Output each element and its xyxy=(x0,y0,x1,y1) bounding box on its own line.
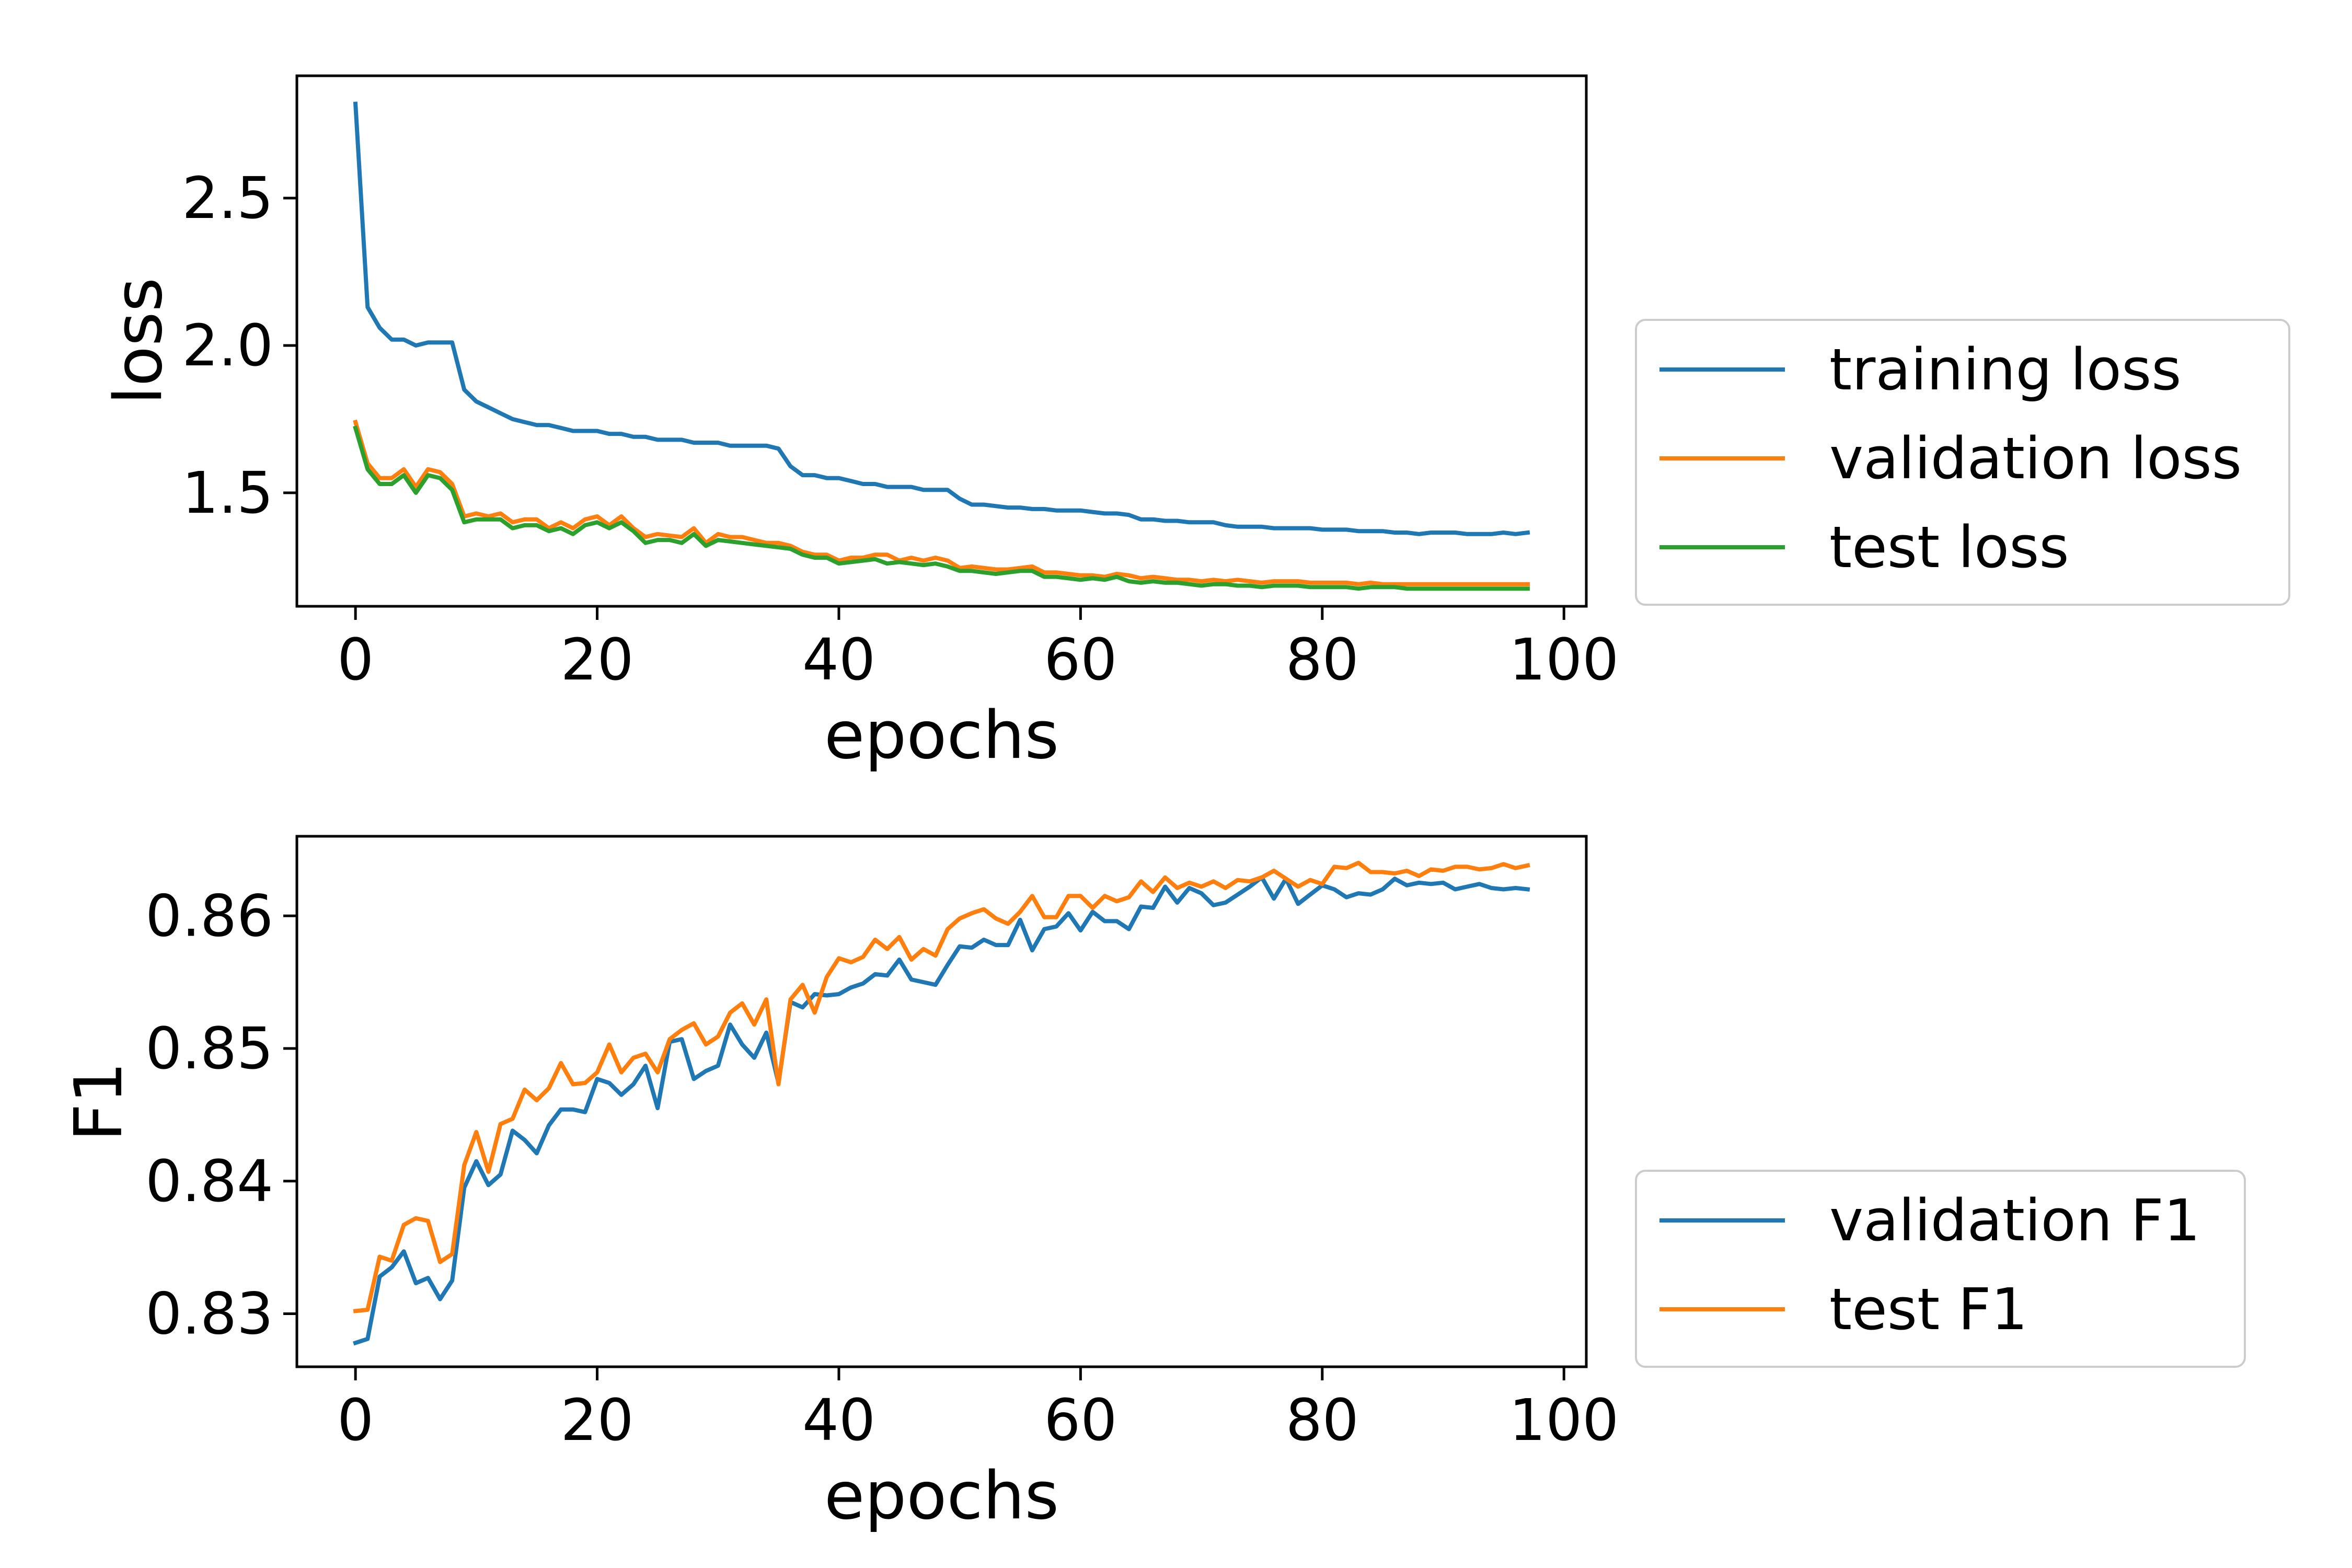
series-line-validation-loss xyxy=(353,419,1530,586)
x-tick-label: 20 xyxy=(561,626,634,693)
y-tick-label: 0.83 xyxy=(145,1281,273,1347)
chart-panel-1: 0 20 40 60 80 100 0.83 0.84 0.85 0.86 epochs F1 vali… xyxy=(60,835,2246,1534)
x-tick-label: 0 xyxy=(337,1387,374,1454)
axes-frame xyxy=(295,835,1588,1368)
x-tick-label: 40 xyxy=(802,626,875,693)
x-tick-label: 80 xyxy=(1286,626,1359,693)
x-tick-label: 20 xyxy=(561,1387,634,1454)
chart-panel-0: 0 20 40 60 80 100 1.5 2.0 2.5 epochs loss training … xyxy=(100,74,2290,774)
legend-box xyxy=(1635,319,2290,606)
legend-label: validation F1 xyxy=(1829,1187,2200,1254)
y-tick-label: 2.5 xyxy=(182,165,273,232)
y-tick-label: 1.5 xyxy=(182,459,273,526)
x-tick-label: 100 xyxy=(1509,626,1619,693)
x-axis-label: epochs xyxy=(824,1457,1059,1534)
legend-label: test loss xyxy=(1829,514,2069,581)
legend-label: validation loss xyxy=(1829,425,2242,492)
x-tick-label: 40 xyxy=(802,1387,875,1454)
x-tick-label: 100 xyxy=(1509,1387,1619,1454)
axes-frame xyxy=(295,74,1588,608)
y-tick-label: 0.85 xyxy=(145,1015,273,1082)
legend: training loss validation loss test loss xyxy=(1635,319,2290,606)
y-axis-label: loss xyxy=(100,278,177,405)
series-line-training-loss xyxy=(353,101,1530,536)
legend-box xyxy=(1635,1170,2246,1368)
x-tick-label: 80 xyxy=(1286,1387,1359,1454)
legend-label: test F1 xyxy=(1829,1276,2027,1343)
series-line-validation-f1 xyxy=(353,875,1530,1346)
y-tick-label: 2.0 xyxy=(182,312,273,379)
x-tick-label: 60 xyxy=(1044,1387,1117,1454)
series-line-test-f1 xyxy=(353,860,1530,1313)
series-line-test-loss xyxy=(353,425,1530,591)
legend: validation F1 test F1 xyxy=(1635,1170,2246,1368)
y-tick-label: 0.86 xyxy=(145,882,273,949)
y-tick-label: 0.84 xyxy=(145,1148,273,1215)
x-axis-label: epochs xyxy=(824,697,1059,774)
x-tick-label: 60 xyxy=(1044,626,1117,693)
x-tick-label: 0 xyxy=(337,626,374,693)
legend-label: training loss xyxy=(1829,336,2182,403)
axes-layer: 0 20 40 60 80 100 1.5 2.0 2.5 epochs loss training … xyxy=(60,74,2290,1534)
y-axis-label: F1 xyxy=(60,1062,137,1142)
